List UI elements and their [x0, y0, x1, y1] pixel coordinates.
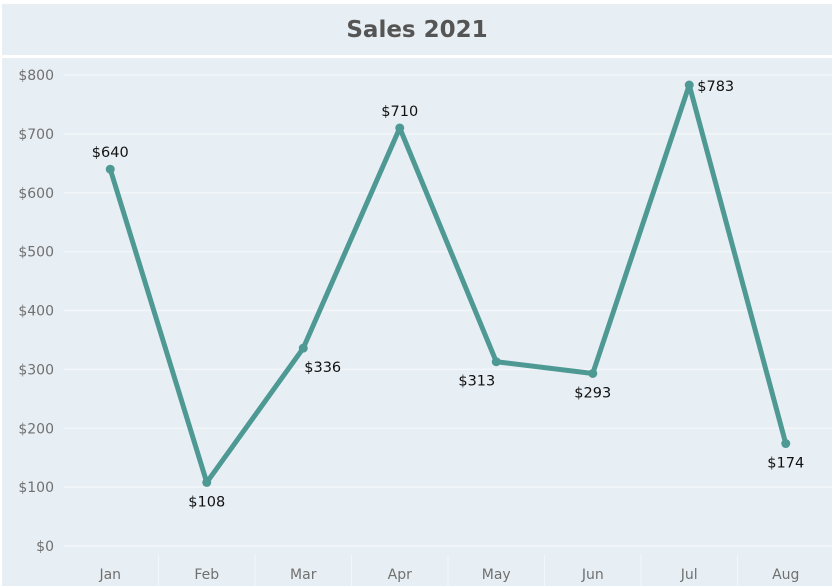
x-tick-label: May — [482, 567, 511, 583]
data-label: $108 — [188, 494, 225, 510]
x-tick-label: Jan — [98, 567, 121, 583]
line-chart: $0 $100 $200 $300 $400 $500 $600 $700 $800 Jan Feb… — [18, 68, 832, 586]
chart-title: Sales 2021 — [346, 16, 488, 43]
y-tick-label: $700 — [18, 127, 54, 143]
y-tick-label: $0 — [36, 539, 54, 555]
data-label: $336 — [304, 360, 341, 376]
y-tick-label: $400 — [18, 304, 54, 320]
data-point[interactable] — [491, 357, 501, 367]
y-tick-label: $600 — [18, 186, 54, 202]
data-point[interactable] — [395, 123, 405, 133]
x-tick-label: Jul — [680, 567, 698, 583]
data-label: $174 — [767, 456, 804, 472]
y-tick-label: $100 — [18, 480, 54, 496]
data-label: $293 — [574, 385, 611, 401]
x-tick-label: Jun — [581, 567, 604, 583]
data-point[interactable] — [298, 343, 308, 353]
data-point[interactable] — [588, 368, 598, 378]
x-tick-label: Apr — [388, 567, 412, 583]
data-point[interactable] — [781, 439, 791, 449]
chart-panel: $0 $100 $200 $300 $400 $500 $600 $700 $800 Jan Feb… — [2, 58, 832, 586]
data-point[interactable] — [684, 80, 694, 90]
data-point[interactable] — [105, 164, 115, 174]
y-tick-label: $200 — [18, 421, 54, 437]
x-tick-label: Mar — [290, 567, 317, 583]
data-label: $313 — [458, 374, 495, 390]
y-tick-label: $300 — [18, 362, 54, 378]
series-line — [107, 82, 789, 485]
y-tick-label: $800 — [18, 68, 54, 84]
data-label: $640 — [92, 145, 129, 161]
x-tick-label: Feb — [194, 567, 219, 583]
y-tick-label: $500 — [18, 245, 54, 261]
x-tick-label: Aug — [772, 567, 799, 583]
data-label: $783 — [697, 79, 734, 95]
title-panel: Sales 2021 — [2, 4, 832, 55]
data-point[interactable] — [202, 477, 212, 487]
data-label: $710 — [381, 104, 418, 120]
